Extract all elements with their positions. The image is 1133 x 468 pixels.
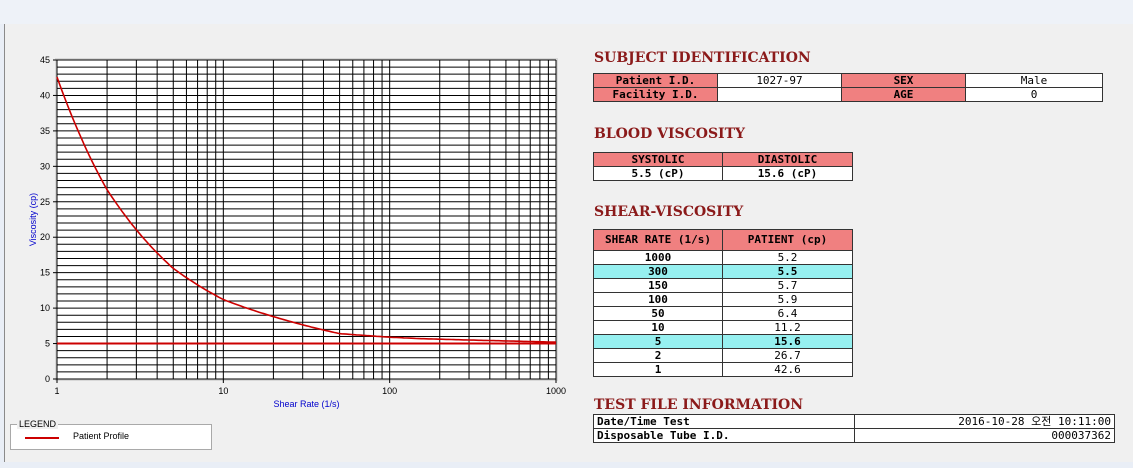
- patient-cp-header: PATIENT (cp): [722, 229, 853, 251]
- blood-viscosity-title: BLOOD VISCOSITY: [594, 126, 746, 142]
- y-tick-label: 30: [40, 161, 50, 171]
- patient-value-cell: 5.2: [722, 250, 853, 265]
- patient-value-cell: 15.6: [722, 334, 853, 349]
- y-tick-label: 40: [40, 90, 50, 100]
- subject-table: Patient I.D. 1027-97 SEX Male Facility I…: [593, 73, 1103, 102]
- shear-rate-cell: 100: [593, 292, 723, 307]
- y-tick-label: 5: [45, 339, 50, 349]
- y-axis-label: Viscosity (cp): [28, 193, 38, 246]
- table-row: 10 11.2: [593, 320, 853, 335]
- shear-viscosity-title: SHEAR-VISCOSITY: [594, 204, 744, 220]
- x-tick-label: 1: [54, 386, 59, 396]
- age-label: AGE: [841, 87, 966, 102]
- y-tick-label: 0: [45, 374, 50, 384]
- tube-id-value: 000037362: [854, 428, 1115, 443]
- test-file-table: Date/Time Test 2016-10-28 오전 10:11:00 Di…: [593, 414, 1115, 443]
- table-row: 2 26.7: [593, 348, 853, 363]
- sex-value: Male: [965, 73, 1103, 88]
- patient-id-value: 1027-97: [717, 73, 842, 88]
- patient-value-cell: 42.6: [722, 362, 853, 377]
- shear-rate-cell: 10: [593, 320, 723, 335]
- plot-area: [57, 60, 556, 379]
- y-tick-label: 15: [40, 268, 50, 278]
- diastolic-label: DIASTOLIC: [722, 152, 853, 167]
- systolic-value: 5.5 (cP): [593, 166, 723, 181]
- table-row: 1 42.6: [593, 362, 853, 377]
- legend-label: Patient Profile: [73, 431, 130, 441]
- y-tick-label: 45: [40, 55, 50, 65]
- age-value: 0: [965, 87, 1103, 102]
- date-time-label: Date/Time Test: [593, 414, 855, 429]
- patient-value-cell: 26.7: [722, 348, 853, 363]
- table-row: 50 6.4: [593, 306, 853, 321]
- test-file-title: TEST FILE INFORMATION: [594, 397, 804, 413]
- y-tick-label: 20: [40, 232, 50, 242]
- table-row: 1000 5.2: [593, 250, 853, 265]
- x-tick-label: 1000: [546, 386, 566, 396]
- shear-rate-cell: 5: [593, 334, 723, 349]
- shear-rate-cell: 1000: [593, 250, 723, 265]
- patient-id-label: Patient I.D.: [593, 73, 718, 88]
- legend-box: LEGEND Patient Profile: [10, 419, 212, 450]
- x-tick-label: 10: [218, 386, 228, 396]
- patient-value-cell: 5.7: [722, 278, 853, 293]
- y-tick-label: 25: [40, 197, 50, 207]
- shear-rate-cell: 1: [593, 362, 723, 377]
- shear-viscosity-table: SHEAR RATE (1/s) PATIENT (cp) 1000 5.2 30…: [593, 229, 853, 377]
- y-tick-label: 35: [40, 126, 50, 136]
- table-row: 100 5.9: [593, 292, 853, 307]
- viscosity-chart: 0 5 10 15 20 25 30 35 40 45 1 10 100 1000 Shear Rate (…: [10, 54, 570, 414]
- table-row: 150 5.7: [593, 278, 853, 293]
- patient-value-cell: 6.4: [722, 306, 853, 321]
- facility-id-label: Facility I.D.: [593, 87, 718, 102]
- patient-profile-line: [56, 76, 556, 343]
- top-strip: [0, 0, 1133, 24]
- shear-rate-cell: 50: [593, 306, 723, 321]
- systolic-label: SYSTOLIC: [593, 152, 723, 167]
- x-tick-label: 100: [382, 386, 397, 396]
- date-time-value: 2016-10-28 오전 10:11:00: [854, 414, 1115, 429]
- patient-value-cell: 5.5: [722, 264, 853, 279]
- tube-id-label: Disposable Tube I.D.: [593, 428, 855, 443]
- shear-rate-cell: 150: [593, 278, 723, 293]
- shear-rate-cell: 300: [593, 264, 723, 279]
- patient-value-cell: 5.9: [722, 292, 853, 307]
- legend-line-swatch: [25, 437, 59, 439]
- legend-title: LEGEND: [17, 419, 59, 429]
- patient-value-cell: 11.2: [722, 320, 853, 335]
- diastolic-value: 15.6 (cP): [722, 166, 853, 181]
- table-row-highlighted: 5 15.6: [593, 334, 853, 349]
- blood-viscosity-table: SYSTOLIC DIASTOLIC 5.5 (cP) 15.6 (cP): [593, 152, 853, 181]
- x-axis-label: Shear Rate (1/s): [273, 399, 339, 409]
- table-row-highlighted: 300 5.5: [593, 264, 853, 279]
- subject-title: SUBJECT IDENTIFICATION: [594, 50, 811, 66]
- y-tick-label: 10: [40, 303, 50, 313]
- facility-id-value: [717, 87, 842, 102]
- sex-label: SEX: [841, 73, 966, 88]
- shear-rate-cell: 2: [593, 348, 723, 363]
- shear-rate-header: SHEAR RATE (1/s): [593, 229, 723, 251]
